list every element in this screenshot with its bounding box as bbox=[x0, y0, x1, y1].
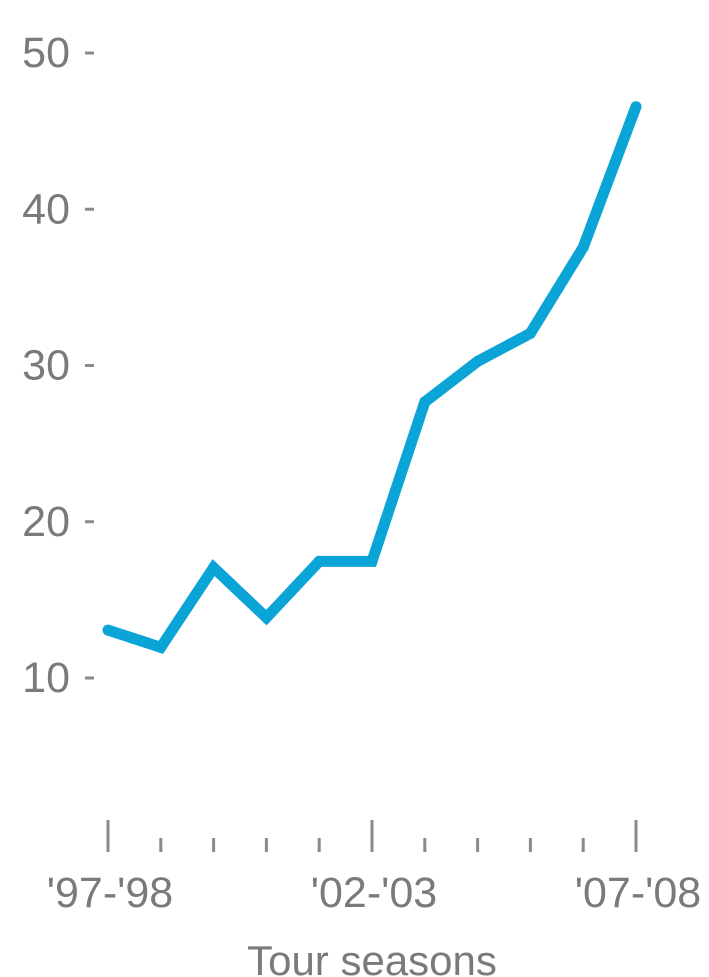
data-point bbox=[630, 101, 642, 113]
y-tick-label: 40 bbox=[22, 185, 70, 233]
data-point bbox=[155, 641, 167, 653]
x-axis: '97-'98 '02-'03 '07-'08 bbox=[47, 820, 701, 917]
data-point bbox=[524, 327, 536, 339]
data-point bbox=[419, 396, 431, 408]
data-point bbox=[208, 562, 220, 574]
x-tick-label: '07-'08 bbox=[575, 869, 701, 917]
data-point bbox=[102, 624, 114, 636]
y-axis: 10 20 30 40 50 bbox=[22, 29, 94, 702]
y-tick-label: 20 bbox=[22, 498, 70, 546]
y-tick-label: 50 bbox=[22, 29, 70, 77]
data-point bbox=[472, 355, 484, 367]
data-point bbox=[260, 612, 272, 624]
series-layer bbox=[102, 101, 642, 654]
x-tick-label: '97-'98 bbox=[47, 869, 173, 917]
y-tick-label: 10 bbox=[22, 654, 70, 702]
y-tick-label: 30 bbox=[22, 342, 70, 390]
data-point bbox=[366, 555, 378, 567]
x-tick-label: '02-'03 bbox=[311, 869, 437, 917]
data-point bbox=[313, 555, 325, 567]
data-point bbox=[577, 241, 589, 253]
x-axis-label: Tour seasons bbox=[247, 937, 497, 977]
